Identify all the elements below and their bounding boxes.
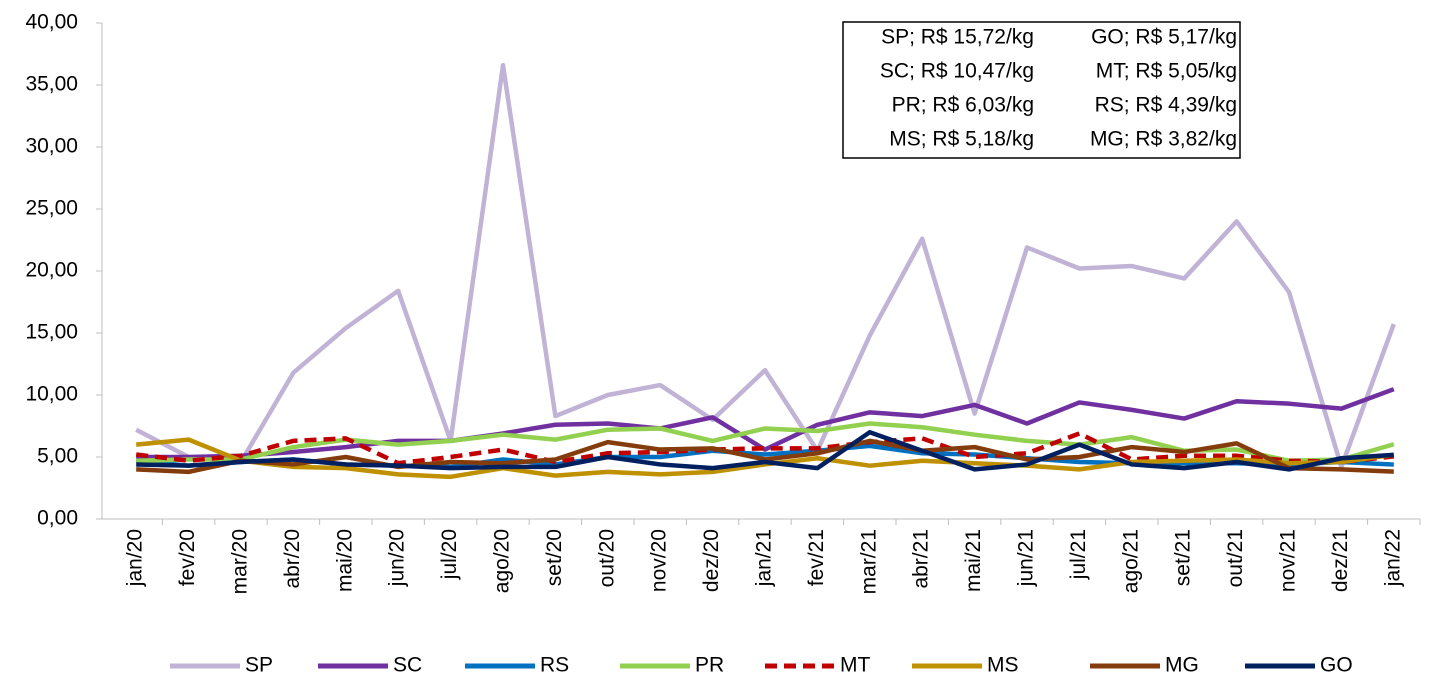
- legend-label: GO: [1320, 654, 1353, 677]
- x-tick-label: out/20: [595, 529, 618, 587]
- x-tick-label: jan/20: [124, 529, 147, 587]
- x-tick-label: abr/21: [910, 529, 933, 589]
- y-tick-label: 5,00: [37, 445, 78, 468]
- legend-label: MS: [987, 654, 1019, 677]
- legend-label: PR: [695, 654, 724, 677]
- annotation-text: PR; R$ 6,03/kg: [892, 94, 1034, 117]
- x-tick-label: fev/21: [805, 529, 828, 586]
- x-tick-label: set/21: [1172, 529, 1195, 586]
- annotation-text: MG; R$ 3,82/kg: [1090, 128, 1237, 151]
- legend-label: RS: [540, 654, 569, 677]
- x-tick-label: nov/20: [648, 529, 671, 592]
- x-tick-label: mar/20: [229, 529, 252, 594]
- x-tick-label: jul/21: [1067, 529, 1090, 580]
- series-line: [135, 431, 1395, 466]
- x-tick-label: abr/20: [281, 529, 304, 589]
- legend-label: SP: [245, 654, 273, 677]
- legend-label: SC: [393, 654, 422, 677]
- x-tick-label: dez/21: [1329, 529, 1352, 592]
- legend-label: MT: [840, 654, 870, 677]
- y-tick-label: 0,00: [37, 507, 78, 530]
- series-line: [135, 437, 1395, 480]
- x-tick-label: mar/21: [857, 529, 880, 594]
- x-tick-label: mai/21: [962, 529, 985, 592]
- x-tick-label: ago/20: [491, 529, 514, 593]
- annotation-text: SC; R$ 10,47/kg: [880, 60, 1034, 83]
- series-line: [135, 62, 1396, 470]
- x-tick-label: nov/21: [1277, 529, 1300, 592]
- annotation-box: [842, 21, 1241, 159]
- annotation-text: GO; R$ 5,17/kg: [1091, 26, 1237, 49]
- annotation-text: MT; R$ 5,05/kg: [1096, 60, 1237, 83]
- annotation-text: RS; R$ 4,39/kg: [1095, 94, 1237, 117]
- x-tick-label: jan/22: [1381, 529, 1404, 587]
- y-tick-label: 20,00: [25, 259, 78, 282]
- y-tick-label: 10,00: [25, 383, 78, 406]
- x-tick-label: dez/20: [700, 529, 723, 592]
- x-tick-label: set/20: [543, 529, 566, 586]
- annotation-text: SP; R$ 15,72/kg: [881, 26, 1034, 49]
- x-tick-label: jun/20: [386, 529, 409, 587]
- x-tick-label: jan/21: [753, 529, 776, 587]
- x-tick-label: jun/21: [1015, 529, 1038, 587]
- x-tick-label: mai/20: [333, 529, 356, 592]
- series-line: [136, 438, 1394, 475]
- annotation-text: MS; R$ 5,18/kg: [889, 128, 1034, 151]
- series-line: [136, 429, 1394, 472]
- y-tick-label: 15,00: [25, 321, 78, 344]
- legend-label: MG: [1165, 654, 1199, 677]
- x-tick-label: ago/21: [1119, 529, 1142, 593]
- y-tick-label: 25,00: [25, 197, 78, 220]
- x-tick-label: fev/20: [176, 529, 199, 586]
- y-tick-label: 35,00: [25, 73, 78, 96]
- x-tick-label: jul/20: [438, 529, 461, 580]
- y-tick-label: 40,00: [25, 11, 78, 34]
- y-tick-label: 30,00: [25, 135, 78, 158]
- x-tick-label: out/21: [1224, 529, 1247, 587]
- series-line: [136, 387, 1395, 460]
